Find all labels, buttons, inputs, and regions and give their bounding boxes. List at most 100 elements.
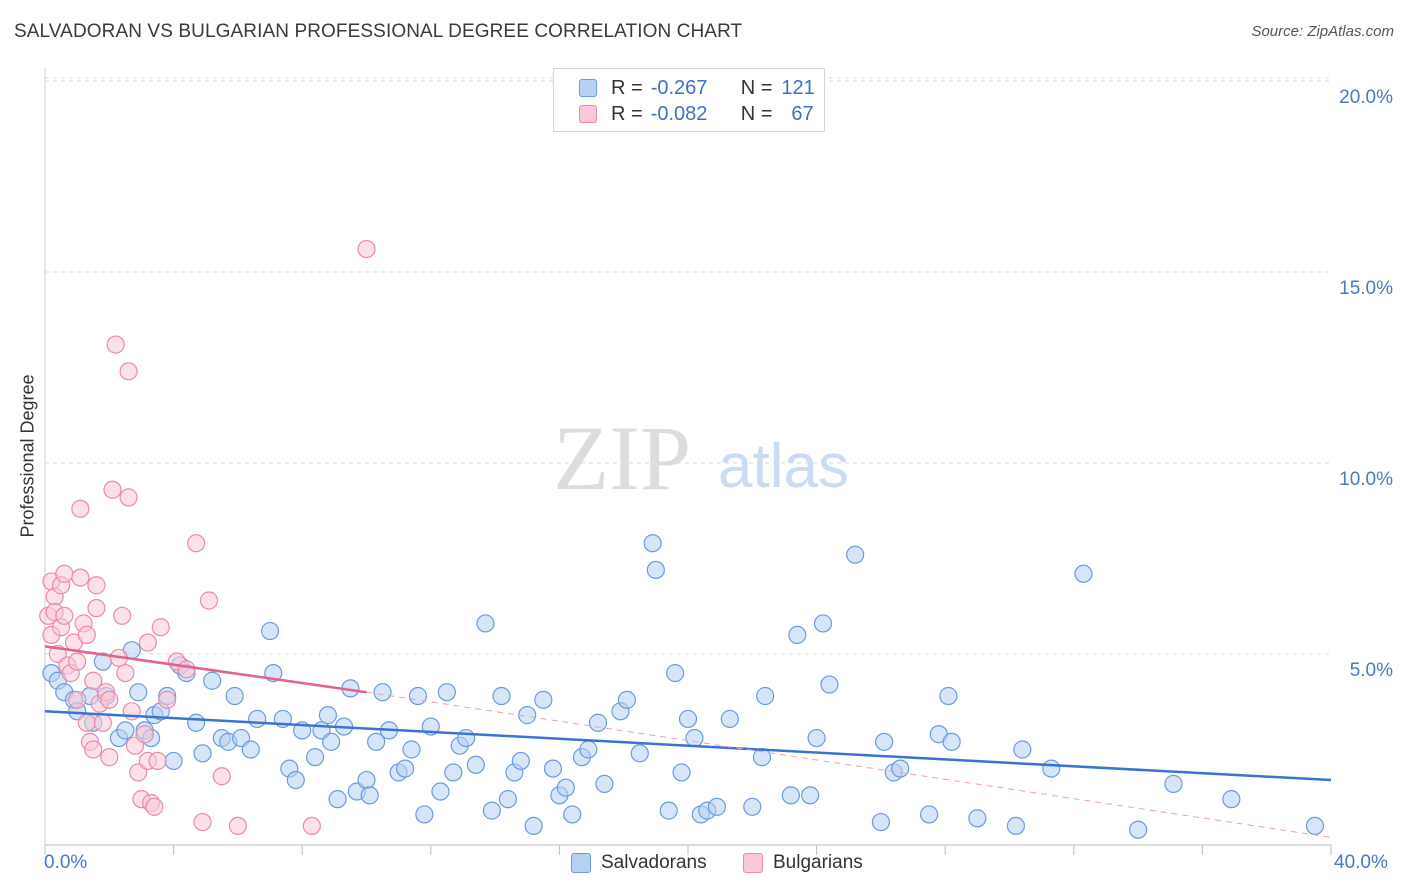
salvadoran-point — [367, 732, 386, 751]
salvadoran-point — [563, 805, 582, 824]
bulgarian-point — [187, 534, 206, 553]
salvadoran-point — [788, 625, 807, 645]
axes — [44, 68, 1332, 855]
n-value: 121 — [781, 76, 815, 99]
salvadoran-point — [225, 686, 244, 706]
legend-swatch-blue — [571, 853, 591, 873]
source-credit: Source: ZipAtlas.com — [1251, 23, 1394, 40]
watermark: ZIP atlas — [553, 407, 849, 509]
salvadoran-point — [518, 706, 537, 725]
bulgarian-point — [177, 660, 196, 679]
salvadoran-point — [129, 683, 148, 702]
bulgarians-points — [39, 239, 376, 836]
salvadoran-point — [322, 732, 341, 751]
salvadoran-point — [781, 786, 800, 805]
salvadoran-point — [482, 801, 501, 820]
bulgarian-point — [138, 633, 157, 652]
salvadoran-point — [801, 786, 820, 805]
bulgarian-point — [103, 480, 122, 499]
legend-item-bulgarians: Bulgarians — [743, 852, 863, 874]
salvadoran-point — [373, 683, 392, 702]
salvadoran-point — [534, 690, 553, 709]
bulgarian-point — [302, 816, 321, 836]
legend-row-bulgarians: R = -0.082 N = 67 — [579, 102, 814, 126]
legend-label-bulgarians: Bulgarians — [773, 852, 863, 873]
bulgarians-trend-line — [44, 645, 367, 694]
salvadoran-point — [395, 759, 415, 778]
n-label: N = — [740, 76, 773, 99]
salvadoran-point — [1222, 790, 1241, 809]
legend-swatch-pink — [743, 853, 763, 873]
salvadoran-point — [437, 683, 456, 702]
salvadoran-point — [743, 797, 762, 816]
bulgarian-point — [113, 606, 132, 625]
bulgarian-point — [116, 663, 135, 683]
salvadoran-point — [444, 763, 463, 782]
legend-swatch-pink — [579, 105, 597, 123]
salvadoran-point — [846, 545, 865, 564]
bulgarian-point — [151, 618, 170, 637]
salvadoran-point — [595, 774, 614, 793]
salvadoran-point — [1042, 759, 1061, 778]
salvadoran-point — [305, 748, 325, 767]
y-axis-label: Professional Degree — [17, 374, 38, 538]
bulgarian-point — [148, 751, 167, 771]
salvadoran-point — [659, 801, 678, 820]
salvadoran-point — [939, 686, 958, 706]
salvadoran-point — [807, 728, 826, 748]
salvadoran-point — [318, 706, 338, 725]
salvadoran-point — [891, 759, 910, 778]
salvadoran-point — [260, 621, 280, 641]
salvadoran-point — [1006, 816, 1026, 836]
salvadoran-point — [116, 721, 135, 740]
r-label: R = — [611, 76, 643, 99]
bulgarian-point — [77, 713, 96, 732]
bulgarian-point — [106, 335, 125, 354]
salvadoran-point — [457, 728, 476, 748]
salvadoran-point — [1128, 820, 1148, 839]
salvadoran-point — [511, 751, 530, 771]
salvadoran-point — [875, 732, 894, 751]
bulgarian-point — [357, 239, 376, 259]
salvadorans-points — [42, 534, 1325, 839]
bulgarian-point — [193, 812, 212, 832]
salvadoran-point — [1305, 816, 1325, 836]
legend-item-salvadorans: Salvadorans — [571, 852, 707, 874]
r-value: -0.267 — [650, 76, 708, 99]
salvadoran-point — [871, 812, 891, 832]
bulgarian-point — [100, 748, 119, 767]
bulgarian-point — [119, 488, 138, 507]
bulgarian-point — [228, 816, 247, 836]
bulgarian-point — [55, 564, 74, 583]
salvadoran-point — [524, 816, 543, 836]
bulgarian-point — [87, 599, 106, 618]
salvadoran-point — [286, 770, 305, 790]
salvadoran-point — [1013, 740, 1032, 759]
salvadoran-point — [685, 728, 704, 748]
r-label: R = — [611, 102, 643, 125]
salvadoran-point — [588, 713, 608, 732]
bulgarian-point — [145, 797, 164, 816]
salvadoran-point — [402, 740, 421, 759]
salvadoran-point — [579, 740, 598, 759]
legend-swatch-blue — [579, 79, 597, 97]
salvadoran-point — [248, 709, 267, 729]
gridlines — [45, 77, 1331, 655]
salvadoran-point — [193, 744, 212, 763]
salvadoran-point — [241, 740, 260, 759]
salvadoran-point — [466, 755, 485, 774]
salvadoran-point — [678, 709, 698, 729]
salvadoran-point — [357, 770, 376, 790]
salvadoran-point — [756, 686, 775, 706]
salvadorans-trend-line — [44, 710, 1332, 782]
bulgarian-point — [119, 362, 138, 381]
bulgarian-point — [135, 725, 154, 744]
correlation-legend: R = -0.267 N = 121 R = -0.082 N = 67 — [553, 68, 825, 132]
salvadoran-point — [646, 560, 665, 580]
salvadoran-point — [164, 751, 183, 771]
salvadoran-point — [720, 709, 739, 729]
bulgarian-point — [87, 576, 106, 595]
salvadoran-point — [617, 690, 637, 709]
y-tick-label: 5.0% — [1349, 660, 1393, 681]
